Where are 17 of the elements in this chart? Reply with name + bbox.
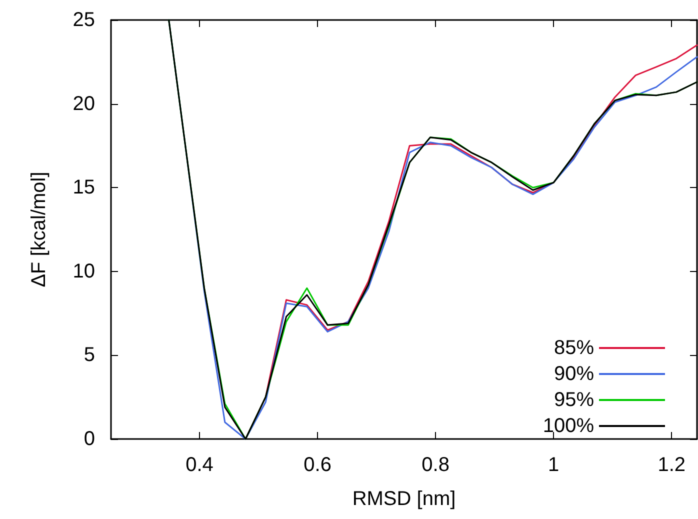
y-tick-label: 20	[72, 92, 95, 115]
y-axis-title: ΔF [kcal/mol]	[28, 172, 50, 288]
x-tick-label: 0.4	[186, 454, 214, 476]
legend-label: 100%	[542, 415, 594, 437]
legend-label: 85%	[554, 337, 594, 359]
x-tick-label: 0.8	[422, 454, 450, 476]
legend-label: 90%	[554, 363, 594, 385]
y-tick-label: 10	[72, 260, 95, 282]
x-axis-title: RMSD [nm]	[352, 488, 456, 510]
y-tick-label: 15	[72, 176, 95, 199]
y-tick-label: 25	[72, 9, 95, 31]
x-tick-label: 0.6	[304, 454, 332, 476]
x-tick-label: 1	[548, 454, 560, 476]
x-tick-label: 1.2	[658, 454, 686, 476]
y-tick-label: 0	[84, 428, 95, 450]
y-tick-label: 5	[84, 344, 95, 366]
legend-label: 95%	[554, 389, 594, 411]
